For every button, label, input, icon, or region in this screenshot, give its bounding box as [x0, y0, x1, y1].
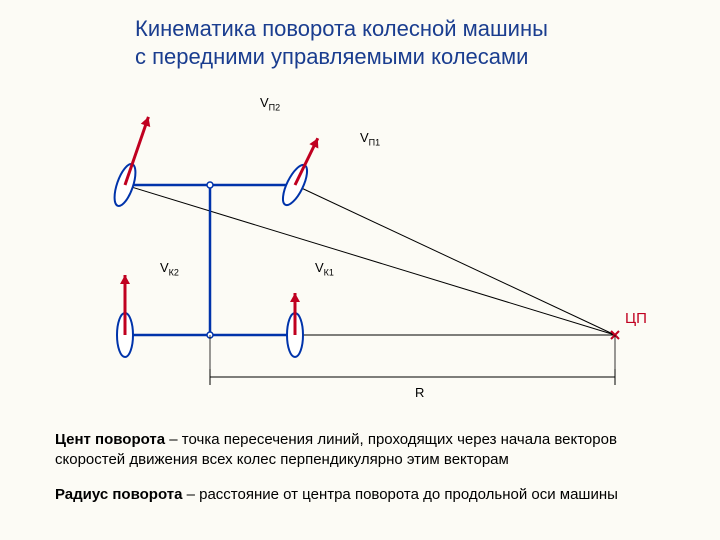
definition-radius: Радиус поворота – расстояние от центра п… [55, 485, 675, 505]
label-vk2: VК2 [160, 260, 179, 278]
title-line1: Кинематика поворота колесной машины [135, 16, 548, 41]
definition-center: Цент поворота – точка пересечения линий,… [55, 430, 675, 469]
label-vp1: VП1 [360, 130, 380, 148]
title-line2: с передними управляемыми колесами [135, 44, 528, 69]
label-R: R [415, 385, 424, 400]
label-vk1: VК1 [315, 260, 334, 278]
diagram-title: Кинематика поворота колесной машины с пе… [135, 15, 548, 70]
label-cp: ЦП [625, 310, 647, 327]
label-vp2: VП2 [260, 95, 280, 113]
